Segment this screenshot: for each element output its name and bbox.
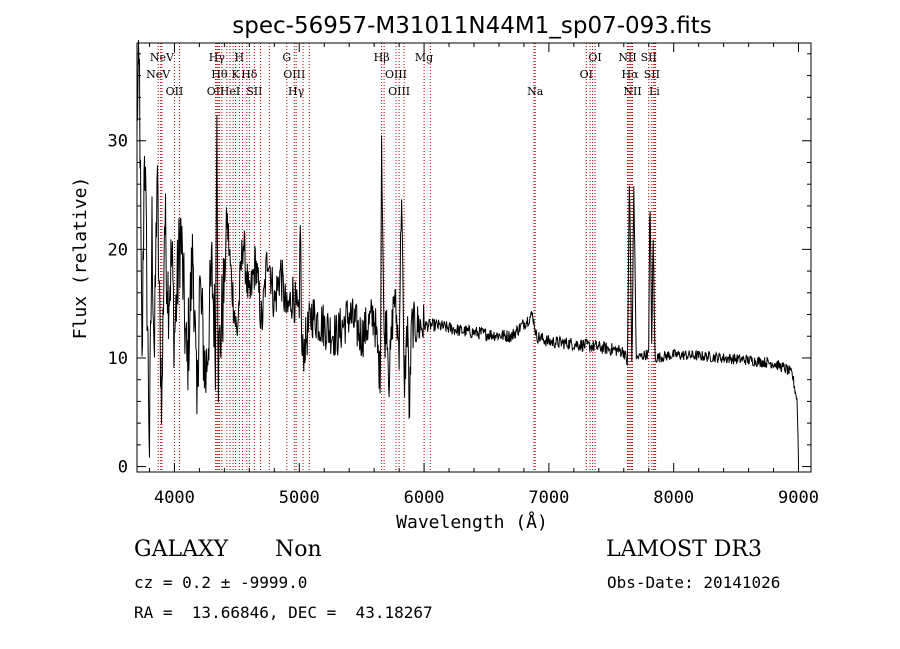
- line-marker-label: Hγ: [209, 51, 226, 64]
- line-marker-label: Hβ: [374, 51, 390, 64]
- spectrum-series: [136, 40, 799, 464]
- object-subclass: Non: [275, 537, 322, 562]
- object-class: GALAXY: [134, 537, 229, 562]
- x-tick-label: 6000: [404, 488, 445, 508]
- line-marker-label: OII: [207, 85, 225, 98]
- x-tick-label: 4000: [154, 488, 195, 508]
- spectrum-line: [136, 40, 799, 464]
- x-tick-label: 5000: [279, 488, 320, 508]
- chart-title: spec-56957-M31011N44M1_sp07-093.fits: [232, 13, 711, 39]
- line-marker-label: Hγ: [288, 85, 305, 98]
- y-tick-label: 10: [108, 349, 128, 369]
- y-tick-label: 30: [108, 132, 128, 152]
- line-marker-label: OIII: [283, 68, 305, 81]
- y-tick-label: 20: [108, 240, 128, 260]
- line-marker-label: Li: [649, 85, 660, 98]
- survey-name: LAMOST DR3: [606, 537, 762, 562]
- axis-ticks: 4000 5000 6000 7000 8000 9000 0 10 20 30: [108, 43, 819, 508]
- line-marker-label: SII: [641, 51, 657, 64]
- line-marker-label: K: [231, 68, 240, 81]
- line-marker-label: NII: [623, 85, 641, 98]
- line-marker-label: OII: [166, 85, 184, 98]
- line-marker-label: NeV: [146, 68, 171, 81]
- line-marker-label: OIII: [385, 68, 407, 81]
- line-marker-label: Na: [527, 85, 544, 98]
- line-marker-label: NII: [618, 51, 636, 64]
- plot-frame: [136, 42, 812, 473]
- line-marker-label: Mg: [415, 51, 433, 64]
- observation-date: Obs-Date: 20141026: [607, 573, 781, 592]
- line-marker-label: OI: [580, 68, 593, 81]
- line-marker-label: NeV: [150, 51, 175, 64]
- line-marker-label: Hδ: [241, 68, 258, 81]
- spectrum-chart: spec-56957-M31011N44M1_sp07-093.fits NeV…: [70, 13, 819, 533]
- x-axis-label: Wavelength (Å): [396, 511, 548, 533]
- x-tick-label: 7000: [528, 488, 569, 508]
- line-marker-label: SII: [246, 85, 262, 98]
- line-marker-label: OI: [588, 51, 601, 64]
- x-tick-label: 9000: [778, 488, 819, 508]
- sky-coordinates: RA = 13.66846, DEC = 43.18267: [134, 603, 433, 622]
- line-marker-label: Hθ: [211, 68, 228, 81]
- line-marker-label: G: [282, 51, 291, 64]
- y-tick-label: 0: [118, 458, 128, 478]
- redshift-value: cz = 0.2 ± -9999.0: [134, 573, 308, 592]
- line-marker-label: OIII: [388, 85, 410, 98]
- x-tick-label: 8000: [653, 488, 694, 508]
- line-marker-label: Hα: [622, 68, 640, 81]
- y-axis-label: Flux (relative): [70, 177, 91, 340]
- line-marker-label: HeI: [220, 85, 240, 98]
- line-marker-label: H: [235, 51, 245, 64]
- emission-line-markers: NeV NeV OII OII Hγ Hθ HeI KH Hδ SII G OIII Hγ Hβ OIII O…: [146, 43, 660, 472]
- line-marker-label: SII: [644, 68, 660, 81]
